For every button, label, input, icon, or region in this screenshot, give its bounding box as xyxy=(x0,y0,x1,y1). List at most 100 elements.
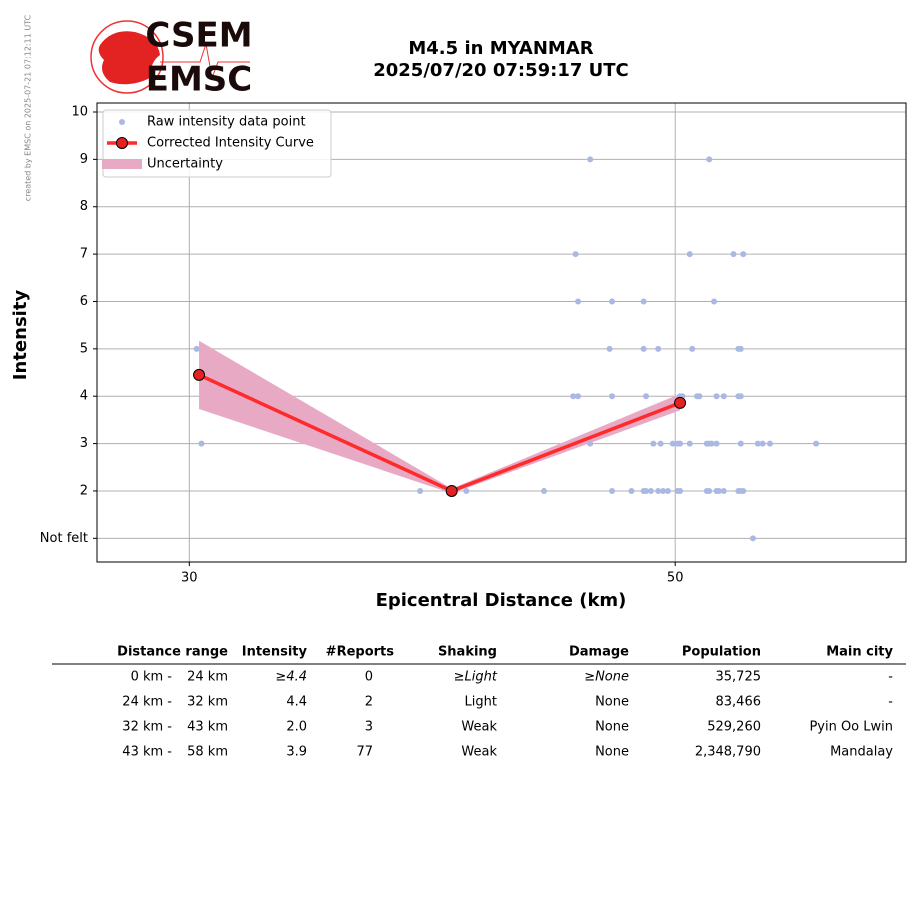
y-tick-label: Not felt xyxy=(40,531,88,546)
x-axis-label: Epicentral Distance (km) xyxy=(376,590,627,611)
data-point xyxy=(686,440,693,447)
y-tick-label: 4 xyxy=(80,389,88,404)
table-cell: 529,260 xyxy=(707,720,761,735)
table-cell: 2,348,790 xyxy=(695,745,761,760)
y-tick-label: 2 xyxy=(80,483,88,498)
data-point xyxy=(669,440,676,447)
table-cell: 83,466 xyxy=(716,695,762,710)
plot: Not felt 2 3 4 5 6 7 8 9 10 30 50 Raw intensity data… xyxy=(40,102,907,586)
data-point xyxy=(813,440,820,447)
data-point xyxy=(664,487,671,494)
x-tick-label: 30 xyxy=(181,571,198,586)
table-header: Intensity xyxy=(242,645,308,660)
data-point xyxy=(708,440,715,447)
data-point xyxy=(740,487,747,494)
table-header: #Reports xyxy=(326,645,395,660)
credit: created by EMSC on 2025-07-21 07:12:11 U… xyxy=(24,14,33,201)
data-point xyxy=(740,251,747,258)
data-point xyxy=(575,393,582,400)
table-cell: 24 km - xyxy=(122,695,172,710)
table-cell: - xyxy=(888,670,893,685)
curve-marker xyxy=(193,368,206,381)
table-cell: 3 xyxy=(365,720,373,735)
y-tick-label: 10 xyxy=(71,105,88,120)
logo-map xyxy=(98,31,160,85)
table-cell: None xyxy=(595,745,629,760)
data-point xyxy=(686,251,693,258)
legend-marker xyxy=(116,137,128,149)
data-point xyxy=(198,440,205,447)
data-point xyxy=(696,393,703,400)
logo-top: CSEM xyxy=(145,16,252,56)
table-cell: Pyin Oo Lwin xyxy=(809,720,893,735)
logo: CSEM EMSC xyxy=(90,16,253,100)
data-point xyxy=(606,345,613,352)
table-cell: 43 km xyxy=(187,720,228,735)
data-point xyxy=(640,298,647,305)
data-point xyxy=(640,345,647,352)
data-point xyxy=(657,440,664,447)
data-point xyxy=(759,440,766,447)
table-cell: 35,725 xyxy=(716,670,762,685)
uncertainty-band xyxy=(199,340,681,494)
y-tick-label: 9 xyxy=(80,152,88,167)
data-point xyxy=(711,298,718,305)
table-cell: 24 km xyxy=(187,670,228,685)
table-cell: ≥None xyxy=(584,670,629,685)
data-point xyxy=(417,487,424,494)
table-cell: 4.4 xyxy=(286,695,307,710)
data-point xyxy=(749,535,756,542)
table-cell: 32 km xyxy=(187,695,228,710)
legend-label: Corrected Intensity Curve xyxy=(147,136,314,151)
table-cell: 3.9 xyxy=(286,745,307,760)
plot-frame xyxy=(96,102,907,563)
legend-marker xyxy=(102,159,142,169)
curve-marker xyxy=(445,484,458,497)
legend-marker xyxy=(119,119,125,125)
logo-bottom: EMSC xyxy=(146,60,253,100)
data-point xyxy=(628,487,635,494)
table-cell: Light xyxy=(465,695,497,710)
data-point xyxy=(575,298,582,305)
data-point xyxy=(754,440,761,447)
y-tick-label: 8 xyxy=(80,199,88,214)
data-point xyxy=(587,156,594,163)
curve-marker xyxy=(674,396,687,409)
data-point xyxy=(720,393,727,400)
data-point xyxy=(643,393,650,400)
table-header: Main city xyxy=(826,645,893,660)
data-point xyxy=(720,487,727,494)
table-header: Distance range xyxy=(117,645,228,660)
logo-wave xyxy=(160,43,250,80)
data-point xyxy=(609,393,616,400)
table-cell: 32 km - xyxy=(122,720,172,735)
data-point xyxy=(713,440,720,447)
data-point xyxy=(587,440,594,447)
chart-subtitle: 2025/07/20 07:59:17 UTC xyxy=(373,60,629,81)
table-cell: None xyxy=(595,695,629,710)
table-header: Damage xyxy=(569,645,629,660)
data-point xyxy=(737,393,744,400)
legend-label: Uncertainty xyxy=(147,157,223,172)
table-cell: Mandalay xyxy=(830,745,893,760)
table-cell: 43 km - xyxy=(122,745,172,760)
y-tick-label: 7 xyxy=(80,247,88,262)
table-cell: Weak xyxy=(461,720,497,735)
data-point xyxy=(570,393,577,400)
data-point xyxy=(713,393,720,400)
data-point xyxy=(730,251,737,258)
table-cell: 0 xyxy=(365,670,373,685)
data-point xyxy=(737,345,744,352)
table-cell: 58 km xyxy=(187,745,228,760)
data-point xyxy=(541,487,548,494)
data-point xyxy=(647,487,654,494)
data-point xyxy=(737,440,744,447)
x-tick-label: 50 xyxy=(667,571,684,586)
data-point xyxy=(689,345,696,352)
table-cell: ≥4.4 xyxy=(275,670,307,685)
legend-box xyxy=(102,109,332,178)
data-point xyxy=(766,440,773,447)
table: Distance range Intensity #Reports Shaking Da… xyxy=(52,645,906,760)
data-point xyxy=(193,345,200,352)
